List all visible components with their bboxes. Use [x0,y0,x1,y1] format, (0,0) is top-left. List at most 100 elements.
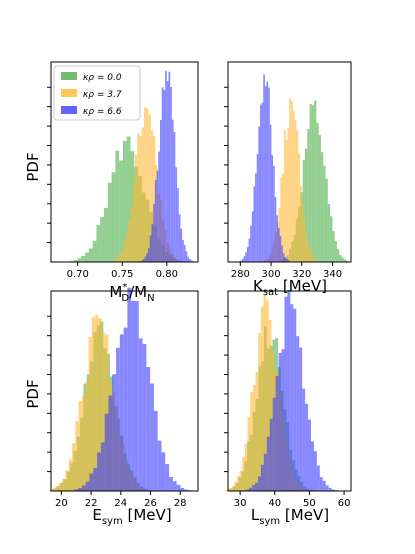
xlabel-ksat: Ksat [MeV] [253,277,327,298]
bar-s2-b13 [161,87,164,262]
svg-text:Lsym [MeV]: Lsym [MeV] [251,506,329,527]
bar-s1-b7 [242,456,245,491]
bar-s2-b5 [246,247,249,262]
bar-s2-b3 [81,485,86,491]
bar-s2-b6 [260,464,264,491]
xlabel-esym: Esym [MeV] [92,506,171,527]
bar-s1-b2 [229,488,232,491]
bar-s1-b10 [280,177,283,262]
bar-s2-b19 [171,119,174,262]
bar-s1-b6 [123,240,126,262]
xtick-label-3-2: 50 [303,498,316,509]
bar-s0-b26 [336,248,340,262]
bar-s0-b23 [330,216,333,262]
bar-s2-b29 [286,258,288,262]
bar-s2-b25 [279,235,282,262]
bar-s2-b20 [302,388,306,491]
bar-s2-b1 [74,489,79,491]
bar-s0-b13 [115,150,120,262]
bar-s1-b13 [88,337,92,491]
bar-s2-b11 [158,151,160,262]
bar-s1-b12 [283,129,286,262]
bar-s2-b25 [316,465,320,491]
bar-s0-b7 [92,240,97,262]
bar-s2-b18 [268,87,270,262]
bar-s0-b5 [85,252,89,262]
bar-s2-b22 [177,187,179,262]
bar-s2-b4 [85,481,90,491]
bar-s2-b4 [255,482,258,491]
bar-s1-b3 [55,486,59,491]
ylabel-bottom: PDF [24,379,42,408]
bar-s2-b26 [169,477,173,491]
xtick-label-3-0: 30 [234,498,247,509]
bar-s0-b21 [325,178,328,262]
bar-s1-b19 [296,130,299,262]
ylabel-top: PDF [24,152,42,181]
bar-s2-b5 [89,473,94,491]
bar-s2-b23 [276,215,278,262]
legend-swatch-1 [61,89,77,97]
xlabel-lsym: Lsym [MeV] [251,506,329,527]
bar-s0-b4 [81,255,86,262]
bar-s1-b17 [292,110,295,262]
bar-s2-b8 [251,211,254,262]
bar-s1-b14 [91,316,96,491]
bar-s2-b2 [242,258,244,262]
bar-s1-b9 [75,420,79,491]
bar-s1-b15 [263,294,267,491]
bar-s2-b10 [108,395,113,491]
bar-s1-b25 [307,242,310,262]
bar-s2-b24 [180,228,183,262]
bar-s2-b20 [271,155,274,262]
bar-s2-b21 [305,403,309,491]
bar-s0-b8 [96,224,101,262]
bar-s2-b9 [154,180,157,262]
legend-label-1: κρ = 3.7 [83,90,122,100]
bar-s0-b14 [309,103,312,262]
xtick-label-0-0: 0.70 [67,269,89,280]
bar-s1-b24 [305,234,308,262]
bar-s2-b8 [266,436,270,491]
bar-s2-b25 [182,240,184,262]
bar-s2-b28 [325,485,329,491]
bar-s2-b26 [319,477,323,491]
bar-s0-b25 [334,241,337,262]
svg-text:Esym [MeV]: Esym [MeV] [92,506,171,527]
bar-s2-b7 [151,224,154,262]
bar-s2-b25 [165,464,170,491]
bar-s1-b26 [309,248,311,262]
bar-s2-b7 [250,225,252,262]
bar-s1-b1 [48,489,53,491]
panels: 0.70 0.75 0.80 280 300 320 340 20 22 24 26 28 30 40 50… [47,61,352,509]
bar-s0-b27 [339,254,342,262]
axes-frame-2 [50,290,199,492]
bar-s1-b8 [72,443,76,491]
bar-s1-b17 [268,319,272,491]
bar-s0-b15 [311,105,315,262]
bar-s1-b14 [287,127,290,262]
bar-s2-b5 [148,248,150,262]
bar-s2-b23 [178,214,181,262]
xtick-label-1-1: 300 [262,269,281,280]
bar-s1-b9 [130,207,133,262]
xtick-label-3-3: 60 [338,498,351,509]
xtick-label-0-2: 0.80 [156,269,178,280]
bar-s2-b8 [153,203,155,262]
bar-s1-b13 [258,332,261,491]
bar-s1-b27 [310,254,313,262]
bar-s1-b11 [134,155,138,262]
bar-s0-b12 [304,148,308,262]
bar-s2-b16 [290,304,294,491]
bar-s1-b2 [114,259,117,262]
bar-s2-b9 [104,413,109,491]
bar-s2-b28 [284,257,287,262]
bar-s2-b10 [272,397,276,491]
bar-s1-b12 [255,372,259,491]
axes-frame-1 [227,61,352,263]
bar-s1-b28 [312,257,315,262]
bar-s2-b27 [185,251,188,262]
bar-s2-b26 [183,245,186,262]
bar-s2-b6 [248,238,251,262]
bar-s2-b28 [176,484,181,491]
